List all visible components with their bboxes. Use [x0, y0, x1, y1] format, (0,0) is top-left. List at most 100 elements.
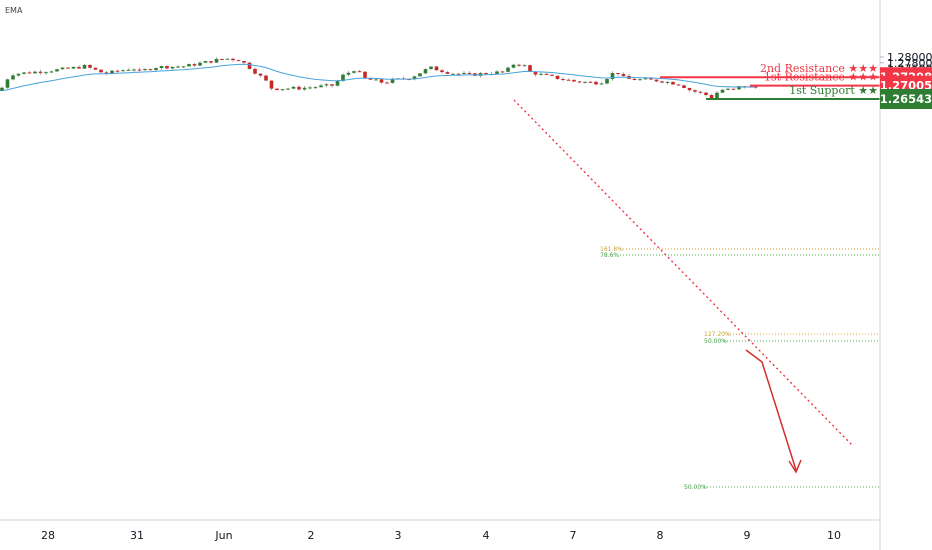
y-tick-label: 1.28000: [887, 51, 932, 64]
candle-body: [93, 67, 98, 70]
x-tick-label: 2: [308, 529, 315, 542]
candle-body: [143, 69, 147, 71]
candle-body: [550, 74, 554, 76]
candle-body: [654, 79, 659, 82]
candle-body: [709, 95, 714, 99]
candle-body: [599, 83, 604, 85]
candle-body: [324, 84, 329, 86]
x-tick-label: 10: [827, 529, 841, 542]
candle-body: [55, 69, 59, 72]
candle-body: [665, 81, 670, 83]
candle-body: [181, 66, 186, 68]
candle-body: [121, 70, 125, 72]
candle-body: [154, 68, 158, 71]
candle-body: [132, 69, 136, 71]
candle-body: [280, 89, 285, 91]
candles: [0, 57, 758, 99]
candle-body: [297, 86, 301, 90]
candle-body: [22, 72, 26, 74]
x-tick-label: 7: [570, 529, 577, 542]
candle-body: [253, 68, 257, 74]
candle-body: [38, 71, 43, 73]
candle-body: [423, 69, 428, 74]
candle-body: [555, 75, 560, 80]
candle-body: [258, 73, 263, 76]
candle-body: [500, 71, 505, 73]
level-name: 1st Resistance ★★★: [764, 71, 878, 84]
candle-body: [638, 79, 642, 81]
ema-line: [1, 63, 756, 92]
candle-body: [676, 84, 681, 86]
candle-body: [335, 81, 340, 86]
candle-body: [737, 86, 741, 90]
candle-body: [731, 88, 736, 90]
candle-body: [247, 62, 252, 69]
candle-body: [451, 73, 455, 75]
x-axis[interactable]: 28 31 Jun 2 3 4 7 8 9 10: [41, 529, 841, 542]
candle-body: [302, 87, 307, 90]
candle-body: [291, 86, 296, 89]
candle-body: [11, 75, 15, 80]
candle-body: [16, 73, 21, 76]
candle-body: [110, 70, 114, 74]
candle-body: [528, 65, 532, 72]
candle-body: [225, 58, 230, 60]
candle-body: [319, 85, 323, 88]
candle-body: [484, 73, 488, 75]
candle-body: [49, 71, 54, 73]
price-badge-value: 1.26543: [880, 92, 932, 106]
candle-body: [71, 66, 76, 69]
candle-body: [88, 64, 92, 68]
candle-body: [44, 72, 48, 74]
price-badge: [880, 89, 932, 110]
x-tick-label: 8: [657, 529, 664, 542]
candle-body: [467, 72, 472, 74]
fib-label: 161.8%: [600, 246, 623, 253]
candle-body: [390, 78, 395, 83]
candle-body: [209, 61, 213, 63]
candle-body: [511, 64, 516, 68]
candle-body: [214, 58, 219, 63]
candle-body: [363, 71, 367, 79]
candle-body: [385, 82, 389, 84]
x-tick-label: Jun: [214, 529, 232, 542]
candle-body: [5, 79, 10, 88]
candle-body: [753, 86, 758, 88]
fib-label: 50.00%: [684, 484, 707, 491]
candle-body: [379, 79, 384, 83]
candle-body: [418, 73, 422, 77]
candle-body: [330, 84, 334, 86]
candle-body: [588, 81, 593, 83]
x-tick-label: 28: [41, 529, 55, 542]
candle-body: [495, 71, 499, 74]
candle-body: [99, 69, 103, 73]
candle-body: [682, 85, 686, 89]
candle-body: [594, 81, 598, 85]
candle-body: [544, 73, 549, 75]
projection-arrow: [745, 349, 802, 474]
candle-body: [126, 69, 131, 71]
trendline: [513, 99, 853, 446]
candle-body: [517, 64, 521, 66]
candle-body: [176, 66, 180, 68]
candle-body: [445, 72, 450, 74]
ema-indicator-label: EMA: [5, 6, 23, 15]
candle-body: [572, 79, 576, 82]
candle-body: [137, 69, 142, 71]
candle-body: [275, 88, 279, 91]
candle-body: [220, 58, 224, 60]
candle-body: [539, 73, 543, 75]
candle-body: [159, 66, 164, 69]
x-tick-label: 3: [395, 529, 402, 542]
candle-body: [621, 74, 626, 76]
candle-body: [671, 81, 675, 85]
candle-body: [643, 78, 648, 80]
candle-body: [522, 65, 527, 67]
fib-label: 127.20%: [704, 331, 731, 338]
candle-body: [231, 58, 235, 61]
candle-body: [566, 79, 571, 81]
levels: 161.8%78.6%2nd Resistance ★★★127.20%50.0…: [600, 62, 880, 491]
x-tick-label: 4: [483, 529, 490, 542]
